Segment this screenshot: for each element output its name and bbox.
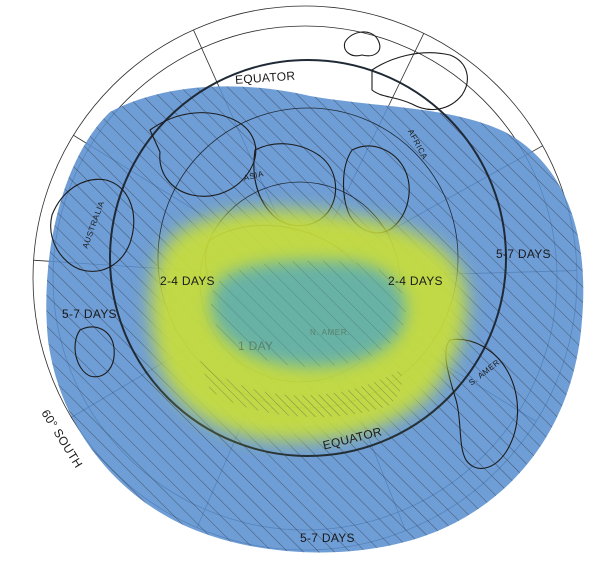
coast-africa-north	[343, 31, 381, 57]
label-5-7-days-right: 5-7 DAYS	[496, 247, 551, 261]
label-2-4-days-right: 2-4 DAYS	[388, 274, 443, 288]
label-equator-top: EQUATOR	[235, 69, 296, 87]
label-5-7-days-left: 5-7 DAYS	[62, 307, 117, 321]
label-5-7-days-bottom: 5-7 DAYS	[300, 531, 355, 545]
coast-asia	[149, 112, 257, 197]
label-north-america: N. AMER.	[310, 328, 350, 337]
coast-australia	[50, 178, 135, 272]
label-1-day: 1 DAY	[238, 339, 273, 353]
label-2-4-days-left: 2-4 DAYS	[160, 274, 215, 288]
coast-south-america	[445, 338, 519, 469]
